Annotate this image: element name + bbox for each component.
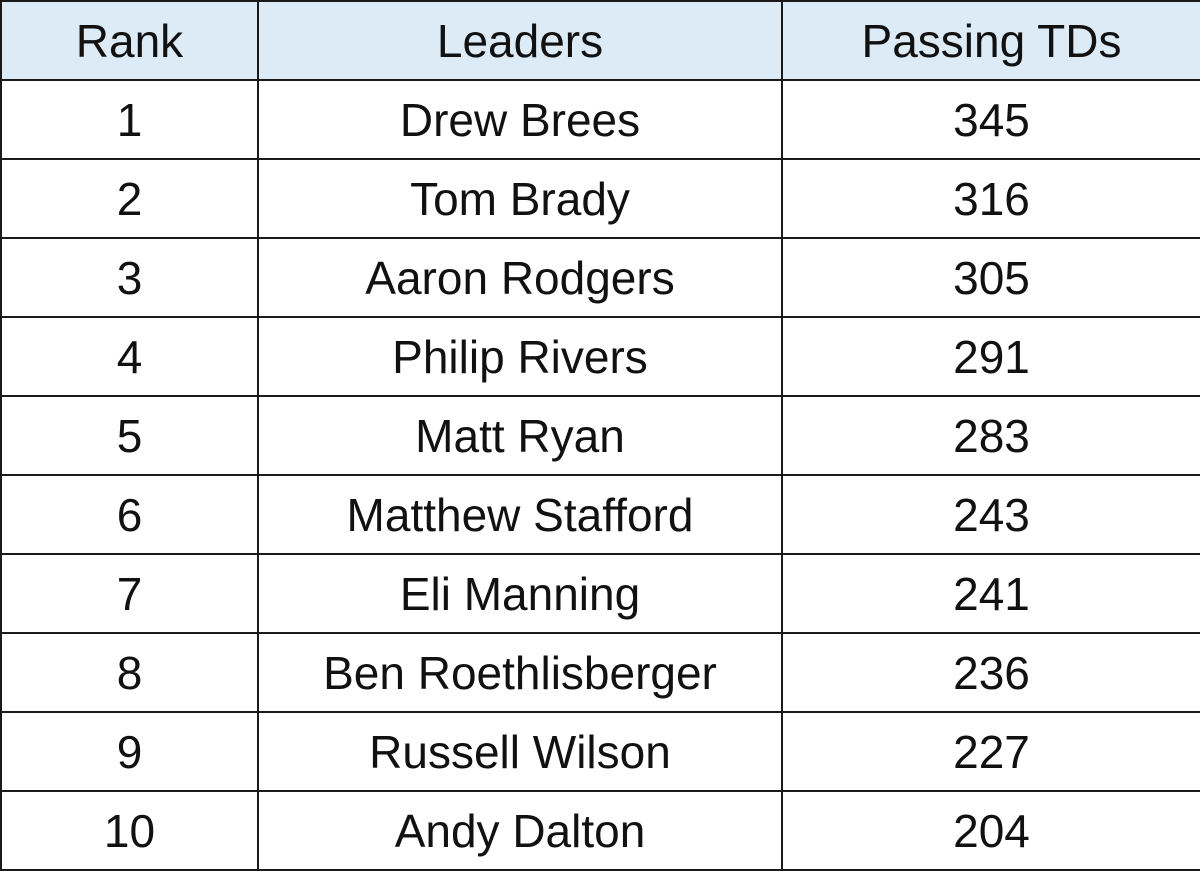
table-cell: Philip Rivers: [257, 316, 783, 397]
table-cell: 1: [0, 79, 259, 160]
table-cell: 204: [781, 790, 1200, 871]
table-cell: 5: [0, 395, 259, 476]
table-cell: 7: [0, 553, 259, 634]
table-row: 3 Aaron Rodgers 305: [0, 237, 1200, 318]
table-cell: 2: [0, 158, 259, 239]
table-cell: 316: [781, 158, 1200, 239]
table-cell: 345: [781, 79, 1200, 160]
table-row: 2 Tom Brady 316: [0, 158, 1200, 239]
header-row: Rank Leaders Passing TDs: [0, 0, 1200, 81]
table-cell: 3: [0, 237, 259, 318]
table-row: 5 Matt Ryan 283: [0, 395, 1200, 476]
table-cell: 227: [781, 711, 1200, 792]
table-row: 4 Philip Rivers 291: [0, 316, 1200, 397]
table-cell: 4: [0, 316, 259, 397]
table-cell: 10: [0, 790, 259, 871]
table-cell: Drew Brees: [257, 79, 783, 160]
table-cell: Matthew Stafford: [257, 474, 783, 555]
table-row: 7 Eli Manning 241: [0, 553, 1200, 634]
table-cell: Ben Roethlisberger: [257, 632, 783, 713]
table-row: 1 Drew Brees 345: [0, 79, 1200, 160]
table-cell: Aaron Rodgers: [257, 237, 783, 318]
table-row: 9 Russell Wilson 227: [0, 711, 1200, 792]
header-cell: Passing TDs: [781, 0, 1200, 81]
table-cell: Tom Brady: [257, 158, 783, 239]
table-row: 8 Ben Roethlisberger 236: [0, 632, 1200, 713]
header-cell: Rank: [0, 0, 259, 81]
table-cell: 283: [781, 395, 1200, 476]
table-body: 1 Drew Brees 345 2 Tom Brady 316 3 Aaron Rodger…: [0, 79, 1200, 871]
table-cell: Eli Manning: [257, 553, 783, 634]
table-cell: Andy Dalton: [257, 790, 783, 871]
table-cell: Russell Wilson: [257, 711, 783, 792]
table-cell: Matt Ryan: [257, 395, 783, 476]
table-cell: 9: [0, 711, 259, 792]
table-cell: 243: [781, 474, 1200, 555]
header-cell: Leaders: [257, 0, 783, 81]
table-cell: 6: [0, 474, 259, 555]
table-cell: 305: [781, 237, 1200, 318]
table-row: 6 Matthew Stafford 243: [0, 474, 1200, 555]
table-row: 10 Andy Dalton 204: [0, 790, 1200, 871]
table-cell: 8: [0, 632, 259, 713]
table-cell: 241: [781, 553, 1200, 634]
table-cell: 236: [781, 632, 1200, 713]
table-cell: 291: [781, 316, 1200, 397]
